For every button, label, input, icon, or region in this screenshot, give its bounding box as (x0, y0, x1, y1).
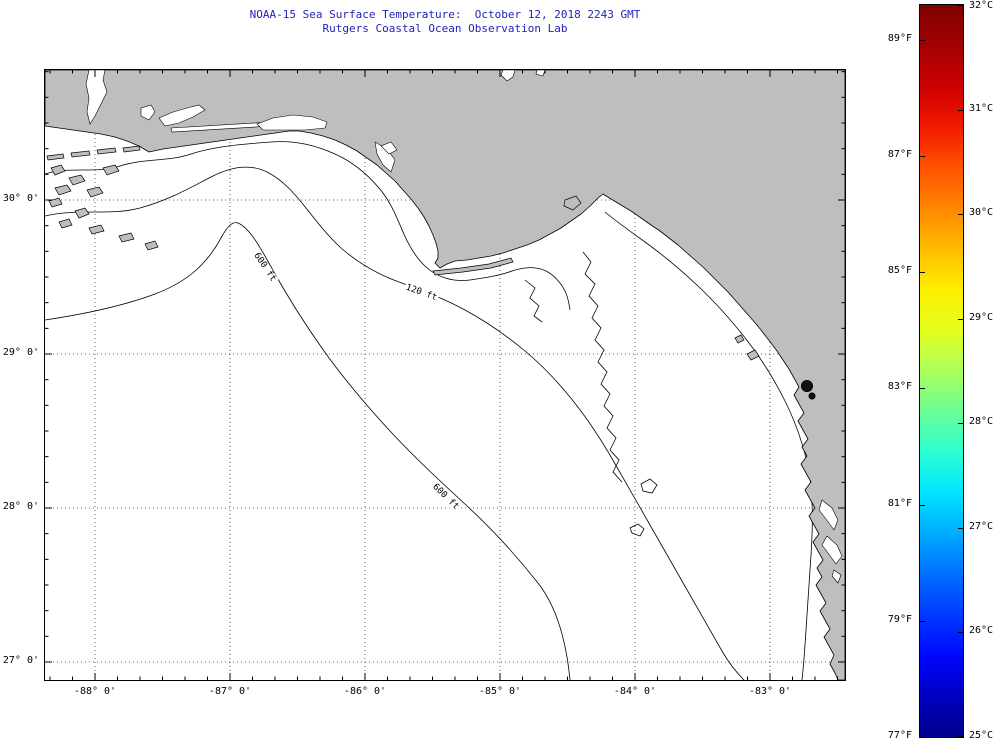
colorbar-tick (958, 5, 963, 6)
marsh-island (88, 224, 105, 235)
x-tick-label: -88° 0' (73, 686, 117, 697)
colorbar-label-c: 28°C (969, 416, 994, 428)
contour-loop (629, 523, 645, 537)
colorbar-tick (958, 423, 963, 425)
page-subtitle: Rutgers Coastal Ocean Observation Lab (322, 22, 568, 35)
page-title: NOAA-15 Sea Surface Temperature: October… (249, 8, 641, 21)
marsh-island (74, 207, 90, 219)
colorbar-label-f: 89°F (887, 32, 912, 44)
colorbar-label-c: 30°C (969, 207, 994, 219)
contour-inner-bigbend (604, 211, 813, 681)
contour-120ft (44, 166, 745, 681)
colorbar-label-f: 79°F (887, 613, 912, 625)
barrier-island (432, 257, 514, 276)
lake (535, 69, 546, 77)
colorbar-label-f: 83°F (887, 381, 912, 393)
barrier-island (122, 145, 141, 153)
colorbar-label-f: 87°F (887, 149, 912, 161)
x-tick-label: -86° 0' (343, 686, 387, 697)
y-tick-label: 29° 0' (2, 347, 39, 358)
contour-midshelf-fragment (582, 251, 623, 483)
dark-lake-blob (801, 380, 813, 392)
x-tick-label: -87° 0' (208, 686, 252, 697)
y-tick-label: 27° 0' (2, 655, 39, 666)
colorbar-tick (920, 388, 925, 390)
barrier-island (70, 150, 91, 158)
contour-inner-panhandle (44, 141, 571, 311)
colorbar (919, 4, 964, 738)
colorbar-tick (920, 272, 925, 274)
coastline-mainland (44, 69, 846, 681)
dark-lake-blob (808, 392, 816, 400)
x-tick-label: -84° 0' (613, 686, 657, 697)
colorbar-label-c: 32°C (969, 0, 994, 11)
x-tick-label: -83° 0' (748, 686, 792, 697)
colorbar-label-f: 85°F (887, 265, 912, 277)
lake-seminole (500, 69, 516, 82)
colorbar-label-c: 26°C (969, 625, 994, 637)
sarasota-bay (831, 569, 842, 584)
perdido-bay (140, 104, 156, 121)
y-tick-label: 28° 0' (2, 501, 39, 512)
colorbar-tick (920, 156, 925, 158)
colorbar-label-f: 77°F (887, 730, 912, 741)
x-tick-label: -85° 0' (478, 686, 522, 697)
pensacola-bay (158, 104, 206, 127)
tampa-bay (818, 499, 839, 531)
colorbar-tick (958, 736, 963, 737)
marsh-island (102, 164, 120, 176)
contour-600ft (44, 222, 571, 681)
colorbar-tick (958, 632, 963, 634)
colorbar-label-c: 29°C (969, 311, 994, 323)
marsh-island (58, 218, 73, 229)
colorbar-tick (920, 39, 925, 41)
y-tick-label: 30° 0' (2, 193, 39, 204)
marsh-island (50, 164, 66, 176)
st-andrew-bay-arm (380, 141, 398, 155)
map-canvas (44, 69, 846, 681)
barrier-island (96, 147, 117, 155)
small-island (563, 195, 582, 211)
bathymetry-contours (44, 141, 813, 681)
choctawhatchee-bay (256, 114, 328, 131)
contour-bay-fragment (524, 279, 543, 323)
mobile-bay (85, 69, 108, 125)
marsh-island (118, 232, 135, 243)
colorbar-tick (958, 527, 963, 529)
colorbar-tick (958, 318, 963, 320)
colorbar-tick (958, 214, 963, 216)
marsh-island (144, 240, 159, 251)
tampa-bay-lower (821, 535, 843, 565)
marsh-island (68, 174, 86, 186)
colorbar-tick (920, 737, 925, 738)
small-island (746, 349, 760, 361)
colorbar-tick (920, 620, 925, 622)
colorbar-tick (920, 504, 925, 506)
axis-ticks (45, 70, 845, 680)
small-island (734, 334, 745, 344)
marsh-island (48, 197, 63, 208)
colorbar-label-c: 27°C (969, 520, 994, 532)
barrier-island (46, 153, 65, 161)
marsh-island (54, 184, 72, 196)
land-mask (44, 69, 846, 681)
colorbar-tick (958, 109, 963, 111)
map-plot: 600 ft 120 ft 600 ft (44, 69, 846, 681)
colorbar-label-c: 25°C (969, 730, 994, 741)
colorbar-label-c: 31°C (969, 102, 994, 114)
contour-loop (640, 478, 658, 494)
colorbar-label-f: 81°F (887, 497, 912, 509)
marsh-island (86, 186, 104, 198)
